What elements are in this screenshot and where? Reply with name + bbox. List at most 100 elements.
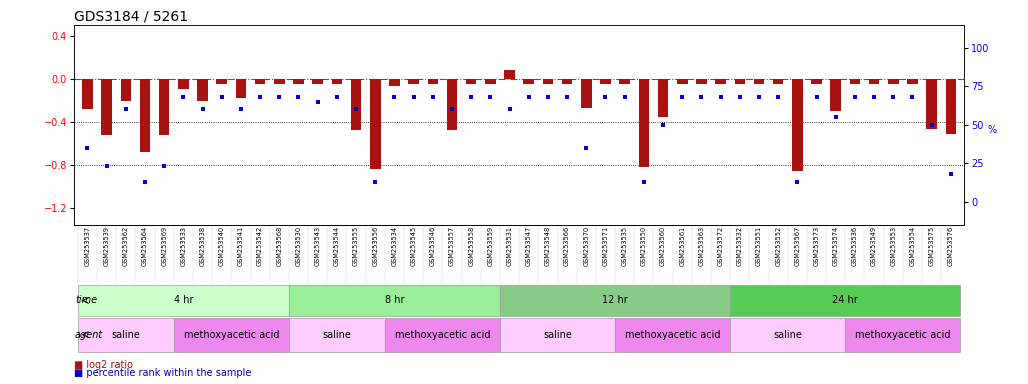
Bar bbox=[466, 79, 476, 84]
Bar bbox=[523, 79, 534, 84]
Text: GSM253545: GSM253545 bbox=[410, 226, 416, 266]
Text: GSM253547: GSM253547 bbox=[525, 226, 531, 266]
Text: methoxyacetic acid: methoxyacetic acid bbox=[625, 329, 721, 340]
Bar bbox=[102, 79, 112, 135]
Bar bbox=[390, 79, 400, 86]
Bar bbox=[845, 318, 960, 352]
Bar bbox=[730, 285, 960, 316]
Bar bbox=[78, 285, 289, 316]
Text: GSM253541: GSM253541 bbox=[237, 226, 244, 266]
Bar bbox=[500, 318, 615, 352]
Text: GSM253569: GSM253569 bbox=[161, 226, 168, 266]
Text: GSM253553: GSM253553 bbox=[890, 226, 896, 266]
Bar bbox=[600, 79, 611, 84]
Text: ■ percentile rank within the sample: ■ percentile rank within the sample bbox=[74, 368, 252, 378]
Bar bbox=[773, 79, 783, 84]
Bar bbox=[174, 318, 289, 352]
Bar bbox=[197, 79, 208, 101]
Bar bbox=[140, 79, 150, 152]
Text: GSM253530: GSM253530 bbox=[295, 226, 301, 266]
Bar bbox=[78, 318, 174, 352]
Text: GSM253558: GSM253558 bbox=[468, 226, 474, 266]
Text: GSM253546: GSM253546 bbox=[430, 226, 436, 266]
Bar bbox=[754, 79, 764, 84]
Bar bbox=[505, 70, 515, 79]
Text: GSM253536: GSM253536 bbox=[852, 226, 858, 266]
Text: GSM253570: GSM253570 bbox=[583, 226, 589, 266]
Bar bbox=[500, 285, 730, 316]
Bar bbox=[255, 79, 265, 84]
Bar bbox=[615, 318, 730, 352]
Bar bbox=[658, 79, 668, 117]
Text: GSM253551: GSM253551 bbox=[756, 226, 762, 266]
Text: GSM253572: GSM253572 bbox=[718, 226, 724, 266]
Bar bbox=[811, 79, 821, 84]
Bar bbox=[696, 79, 706, 84]
Bar bbox=[735, 79, 745, 84]
Text: GSM253542: GSM253542 bbox=[257, 226, 263, 266]
Bar bbox=[293, 79, 303, 84]
Bar bbox=[730, 318, 845, 352]
Text: GSM253549: GSM253549 bbox=[871, 226, 877, 266]
Bar bbox=[447, 79, 457, 130]
Text: GSM253568: GSM253568 bbox=[277, 226, 283, 266]
Text: 4 hr: 4 hr bbox=[174, 295, 193, 306]
Bar bbox=[178, 79, 189, 89]
Y-axis label: %: % bbox=[988, 125, 997, 135]
Bar bbox=[289, 285, 500, 316]
Text: 8 hr: 8 hr bbox=[384, 295, 404, 306]
Text: saline: saline bbox=[111, 329, 140, 340]
Bar bbox=[849, 79, 860, 84]
Bar bbox=[274, 79, 285, 84]
Text: GSM253567: GSM253567 bbox=[795, 226, 801, 266]
Bar bbox=[888, 79, 898, 84]
Bar bbox=[235, 79, 247, 98]
Bar bbox=[428, 79, 438, 84]
Bar bbox=[543, 79, 553, 84]
Text: GSM253543: GSM253543 bbox=[315, 226, 321, 266]
Text: methoxyacetic acid: methoxyacetic acid bbox=[184, 329, 279, 340]
Text: GSM253537: GSM253537 bbox=[84, 226, 90, 266]
Text: GSM253575: GSM253575 bbox=[928, 226, 934, 266]
Bar bbox=[485, 79, 495, 84]
Text: GSM253566: GSM253566 bbox=[564, 226, 571, 266]
Bar bbox=[715, 79, 726, 84]
Text: GSM253564: GSM253564 bbox=[142, 226, 148, 266]
Text: GSM253557: GSM253557 bbox=[449, 226, 455, 266]
Text: GSM253556: GSM253556 bbox=[372, 226, 378, 266]
Bar bbox=[408, 79, 418, 84]
Text: 12 hr: 12 hr bbox=[602, 295, 628, 306]
Text: agent: agent bbox=[75, 329, 103, 340]
Text: GSM253571: GSM253571 bbox=[602, 226, 609, 266]
Text: GSM253573: GSM253573 bbox=[813, 226, 819, 266]
Text: GSM253552: GSM253552 bbox=[775, 226, 781, 266]
Text: GSM253561: GSM253561 bbox=[680, 226, 686, 266]
Bar bbox=[907, 79, 918, 84]
Text: 24 hr: 24 hr bbox=[833, 295, 858, 306]
Text: methoxyacetic acid: methoxyacetic acid bbox=[855, 329, 951, 340]
Text: GSM253548: GSM253548 bbox=[545, 226, 551, 266]
Bar bbox=[869, 79, 879, 84]
Text: GDS3184 / 5261: GDS3184 / 5261 bbox=[74, 10, 188, 24]
Text: saline: saline bbox=[323, 329, 352, 340]
Text: methoxyacetic acid: methoxyacetic acid bbox=[395, 329, 490, 340]
Text: GSM253533: GSM253533 bbox=[180, 226, 186, 266]
Bar bbox=[792, 79, 803, 170]
Text: GSM253559: GSM253559 bbox=[487, 226, 493, 266]
Text: time: time bbox=[75, 295, 97, 306]
Text: GSM253574: GSM253574 bbox=[833, 226, 839, 266]
Bar bbox=[370, 79, 380, 169]
Bar bbox=[120, 79, 132, 101]
Bar bbox=[332, 79, 342, 84]
Text: GSM253560: GSM253560 bbox=[660, 226, 666, 266]
Bar bbox=[289, 318, 384, 352]
Text: saline: saline bbox=[773, 329, 802, 340]
Bar bbox=[581, 79, 591, 108]
Bar bbox=[384, 318, 500, 352]
Text: GSM253539: GSM253539 bbox=[104, 226, 110, 266]
Bar bbox=[831, 79, 841, 111]
Text: GSM253562: GSM253562 bbox=[122, 226, 128, 266]
Text: GSM253535: GSM253535 bbox=[622, 226, 628, 266]
Text: GSM253544: GSM253544 bbox=[334, 226, 340, 266]
Bar bbox=[562, 79, 573, 84]
